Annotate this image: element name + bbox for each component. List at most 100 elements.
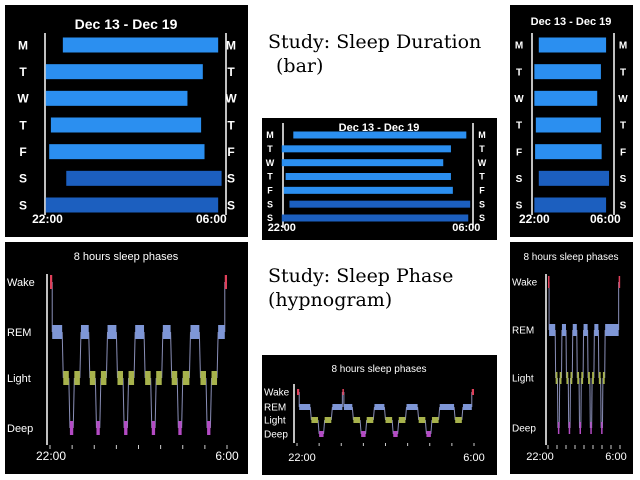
day-label-left: S	[19, 172, 27, 186]
duration-chart-large-svg: Dec 13 - Dec 19M MT TW WT TF FS SS S22:00 06:00	[17, 16, 237, 226]
sleep-stage-block	[592, 372, 594, 384]
sleep-stage-block	[577, 372, 580, 384]
sleep-stage-block	[297, 389, 300, 395]
x-tick-label-start: 22:00	[268, 222, 296, 234]
stage-transition-line	[359, 419, 362, 435]
stage-transition-line	[383, 406, 386, 421]
day-label-right: S	[620, 174, 627, 185]
stage-transition-line	[391, 419, 394, 435]
stage-transition-line	[351, 406, 354, 421]
hypnogram-narrow-svg: 8 hours sleep phases Wake REM Light Deep 22:0…	[512, 252, 627, 463]
stage-transition-line	[216, 331, 219, 379]
stage-transition-line	[317, 419, 320, 435]
sleep-stage-block	[557, 422, 560, 434]
day-label-left: T	[267, 172, 273, 182]
sleep-duration-bar	[45, 197, 219, 213]
sleep-stage-block	[343, 404, 353, 410]
sleep-stage-block	[598, 372, 601, 384]
day-label-left: M	[266, 130, 274, 140]
duration-chart-wide-svg: Dec 13 - Dec 19M MT TW WT TF FS SS S22:00 06:00	[266, 122, 487, 234]
sleep-stage-block	[385, 417, 393, 423]
day-label-left: T	[267, 144, 273, 154]
sleep-duration-bar	[62, 37, 219, 53]
chart-title: Dec 13 - Dec 19	[75, 16, 178, 32]
stage-transition-line	[122, 377, 125, 429]
sleep-stage-block	[568, 422, 571, 434]
sleep-stage-label: Deep	[512, 424, 536, 435]
stage-transition-line	[126, 377, 130, 429]
hypnogram-wide-svg: 8 hours sleep phases Wake REM Light Deep22:0…	[264, 364, 485, 464]
sleep-stage-block	[431, 417, 439, 423]
sleep-stage-block	[601, 422, 603, 434]
stage-transition-line	[154, 377, 157, 429]
day-label-left: F	[267, 186, 273, 196]
sleep-stage-block	[190, 325, 200, 339]
stage-transition-line	[170, 331, 173, 379]
day-label-left: W	[266, 158, 275, 168]
sleep-duration-bar	[293, 131, 467, 139]
stage-transition-line	[309, 406, 312, 421]
day-label-left: M	[18, 38, 28, 52]
sleep-stage-block	[156, 371, 162, 385]
day-label-right: T	[620, 121, 626, 132]
sleep-stage-block	[128, 371, 135, 385]
day-label-right: T	[227, 118, 235, 132]
x-tick-label-end: 6:00	[605, 451, 626, 463]
sleep-duration-bar	[289, 200, 471, 208]
sleep-duration-bar	[66, 170, 222, 186]
sleep-stage-block	[555, 372, 558, 384]
sleep-stage-block	[439, 404, 455, 410]
day-label-right: W	[225, 92, 237, 106]
sleep-duration-bar	[281, 159, 444, 167]
sleep-stage-block	[207, 421, 211, 435]
sleep-stage-block	[135, 325, 145, 339]
sleep-stage-block	[361, 431, 366, 437]
sleep-stage-block	[590, 422, 592, 434]
day-label-right: S	[620, 201, 627, 212]
stage-transition-line	[105, 331, 109, 379]
sleep-duration-bar	[283, 186, 453, 194]
sleep-stage-label: REM	[264, 403, 286, 414]
hypnogram-large: 8 hours sleep phases Wake REM Light Deep 22:0…	[5, 242, 248, 474]
day-label-right: F	[479, 186, 485, 196]
stage-transition-line	[176, 377, 179, 429]
sleep-stage-block	[548, 276, 550, 288]
sleep-stage-label: Light	[512, 374, 534, 385]
chart-title: 8 hours sleep phases	[74, 251, 179, 263]
sleep-duration-bar	[50, 117, 202, 133]
day-label-right: F	[620, 147, 626, 158]
duration-study-subtitle: (bar)	[276, 55, 324, 77]
sleep-stage-block	[549, 324, 556, 336]
sleep-duration-bar	[281, 214, 469, 222]
hypnogram-wide: 8 hours sleep phases Wake REM Light Deep 22:0…	[262, 355, 497, 475]
sleep-duration-bar	[45, 64, 203, 80]
stage-transition-line	[424, 419, 427, 435]
sleep-duration-bar	[535, 144, 602, 160]
sleep-stage-block	[426, 431, 431, 437]
day-label-left: T	[516, 121, 522, 132]
sleep-stage-block	[80, 325, 89, 339]
stage-transition-line	[205, 377, 208, 429]
stage-transition-line	[188, 331, 191, 379]
day-label-right: W	[618, 94, 628, 105]
sleep-stage-label: Deep	[7, 423, 33, 435]
stage-transition-line	[365, 419, 368, 435]
day-label-right: T	[620, 67, 626, 78]
sleep-stage-block	[311, 417, 319, 423]
day-label-right: S	[227, 198, 235, 212]
duration-chart-narrow: Dec 13 - Dec 19 M M T T W W T T F F S S S S 22:00 06:00	[510, 5, 633, 237]
stage-transition-line	[161, 331, 164, 379]
sleep-stage-block	[462, 404, 472, 410]
sleep-duration-bar	[535, 117, 601, 133]
day-label-right: M	[619, 41, 627, 52]
sleep-stage-block	[572, 324, 577, 336]
sleep-duration-bar	[285, 173, 451, 180]
x-tick-label-end: 6:00	[463, 452, 484, 464]
sleep-stage-block	[124, 421, 128, 435]
sleep-duration-bar	[534, 64, 601, 80]
sleep-stage-block	[50, 275, 53, 289]
phase-study-subtitle: (hypnogram)	[268, 289, 393, 311]
stage-transition-line	[453, 406, 456, 421]
sleep-stage-block	[406, 404, 418, 410]
day-label-left: S	[516, 174, 523, 185]
